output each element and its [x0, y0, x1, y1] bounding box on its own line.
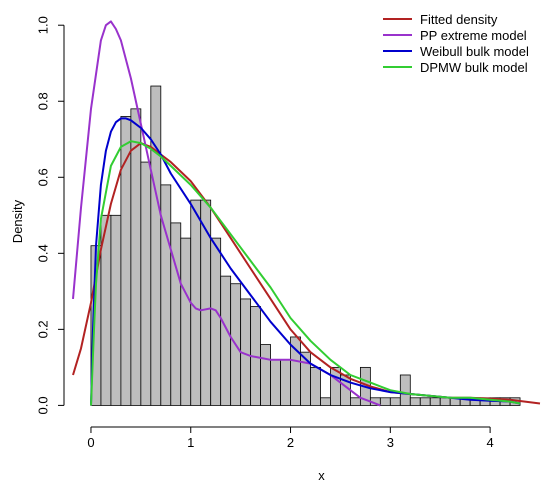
histogram-bar — [210, 237, 222, 406]
y-axis-title: Density — [10, 199, 25, 243]
histogram-bar — [150, 85, 162, 406]
histogram-bar — [310, 366, 321, 406]
histogram-bar — [130, 108, 142, 406]
y-tick-label: 0.0 — [35, 396, 50, 414]
histogram-bar — [439, 397, 451, 406]
histogram-bar — [260, 344, 271, 406]
histogram-bar — [429, 397, 441, 406]
legend-label-weibull-bulk-model: Weibull bulk model — [420, 44, 529, 59]
histogram-bar — [270, 359, 281, 406]
x-tick-label: 0 — [87, 435, 94, 450]
histogram-bars — [90, 85, 521, 406]
x-axis-ticks: 0 1 2 3 4 — [87, 427, 494, 450]
axes: 0 1 2 3 4 0.0 0.2 0.4 0.6 0.8 1.0 x Density — [10, 16, 494, 483]
histogram-bar — [409, 397, 421, 406]
x-tick-label: 1 — [187, 435, 194, 450]
y-tick-label: 0.4 — [35, 244, 50, 262]
x-axis-title: x — [318, 468, 325, 483]
histogram-bar — [280, 359, 291, 406]
legend-label-pp-extreme-model: PP extreme model — [420, 28, 527, 43]
plot-area — [72, 20, 541, 407]
legend-entry-dpmw-bulk-model: DPMW bulk model — [383, 60, 528, 75]
histogram-bar — [379, 397, 391, 406]
y-axis-ticks: 0.0 0.2 0.4 0.6 0.8 1.0 — [35, 16, 64, 414]
histogram-bar — [180, 237, 192, 406]
legend-entry-fitted-density: Fitted density — [383, 12, 498, 27]
histogram-bar — [220, 275, 232, 406]
legend-label-dpmw-bulk-model: DPMW bulk model — [420, 60, 528, 75]
histogram-bar — [110, 214, 122, 406]
histogram-bar — [350, 397, 361, 406]
histogram-bar — [399, 374, 411, 406]
x-tick-label: 2 — [287, 435, 294, 450]
legend: Fitted density PP extreme model Weibull … — [383, 12, 529, 75]
histogram-bar — [419, 397, 431, 406]
y-tick-label: 0.2 — [35, 320, 50, 338]
histogram-bar — [140, 161, 152, 406]
y-tick-label: 0.8 — [35, 92, 50, 110]
histogram-bar — [190, 199, 202, 406]
legend-label-fitted-density: Fitted density — [420, 12, 498, 27]
y-tick-label: 1.0 — [35, 16, 50, 34]
series-line-dpmw-bulk-model — [90, 140, 521, 406]
x-tick-label: 3 — [387, 435, 394, 450]
histogram-bar — [389, 397, 401, 406]
histogram-bar — [170, 222, 182, 406]
legend-entry-weibull-bulk-model: Weibull bulk model — [383, 44, 529, 59]
x-tick-label: 4 — [486, 435, 493, 450]
y-tick-label: 0.6 — [35, 168, 50, 186]
legend-entry-pp-extreme-model: PP extreme model — [383, 28, 527, 43]
histogram-bar — [320, 397, 331, 406]
density-curves — [72, 20, 541, 407]
